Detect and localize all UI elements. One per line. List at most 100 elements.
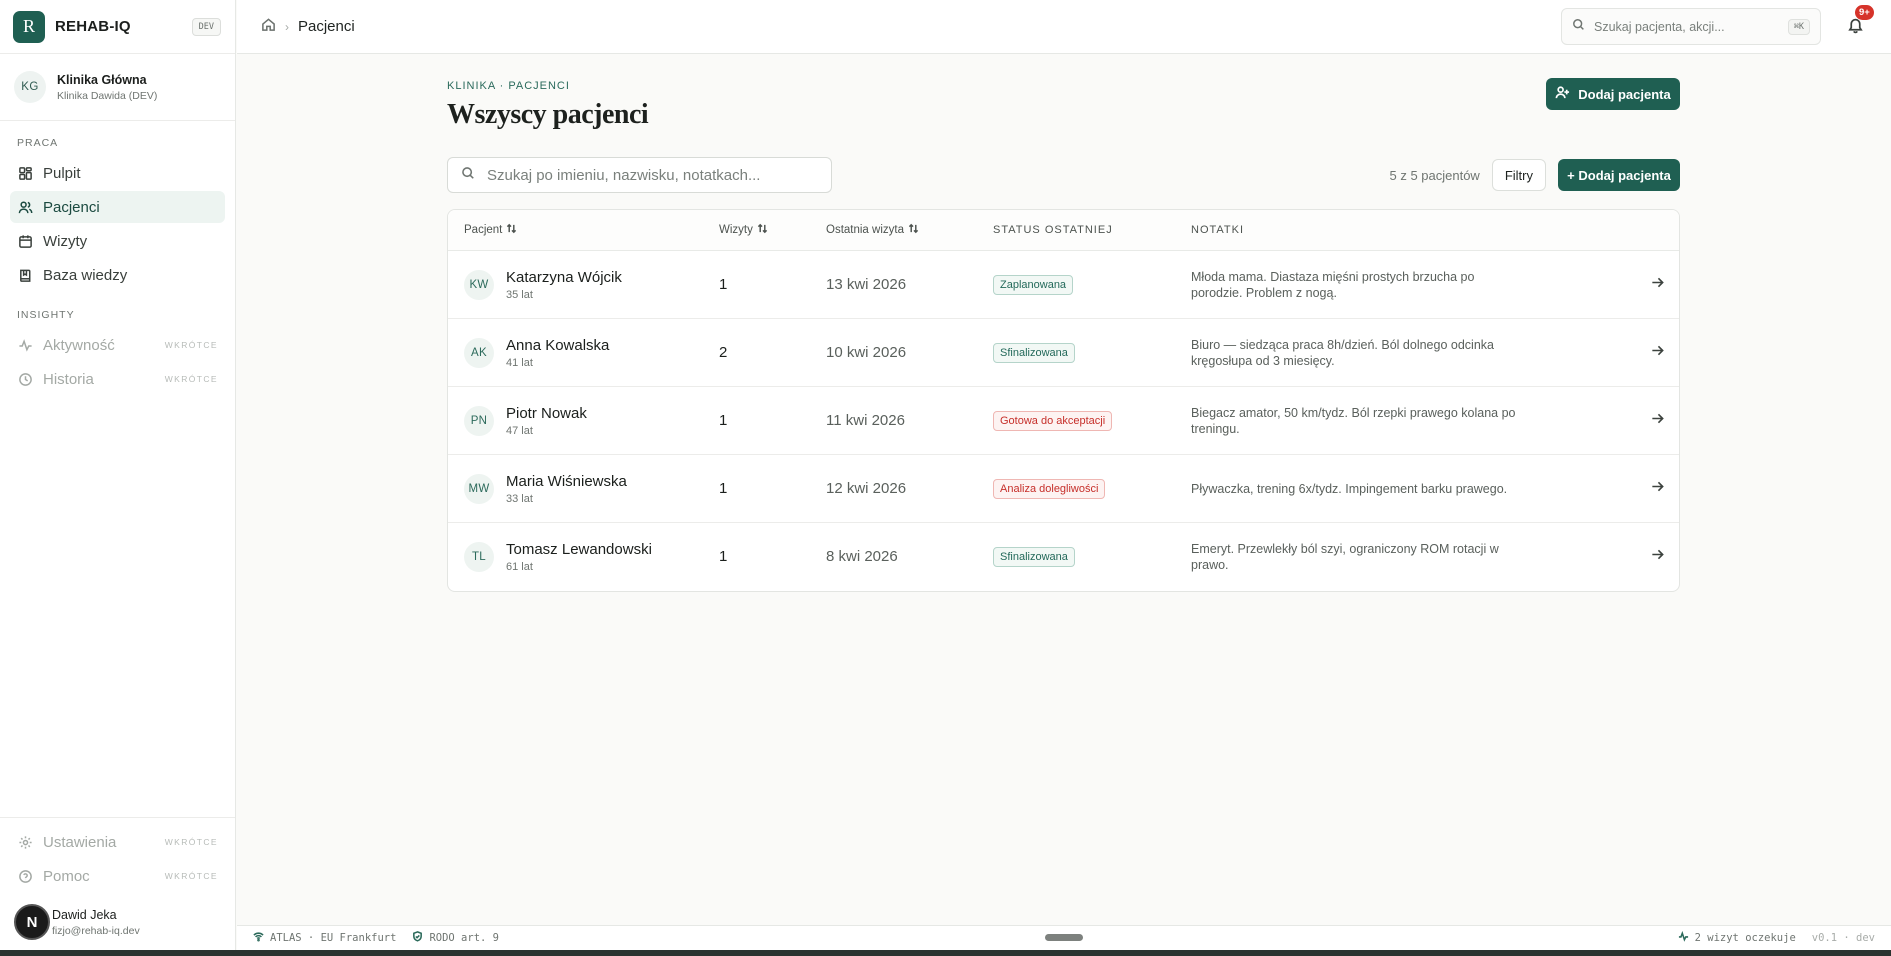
users-icon	[17, 199, 33, 215]
add-patient-secondary-button[interactable]: + Dodaj pacjenta	[1558, 159, 1680, 191]
patient-avatar: AK	[464, 337, 494, 368]
sidebar-item-label: Wizyty	[43, 232, 88, 250]
sidebar-item-pacjenci[interactable]: Pacjenci	[10, 191, 225, 223]
patient-age: 41 lat	[506, 356, 533, 369]
main-content: KLINIKA · PACJENCI Wszyscy pacjenci Doda…	[447, 54, 1680, 592]
help-icon	[17, 868, 33, 884]
home-icon[interactable]	[261, 17, 276, 37]
topbar: › Pacjenci Szukaj pacjenta, akcji... ⌘K …	[237, 0, 1891, 54]
sidebar-footer: Ustawienia WKRÓTCE Pomoc WKRÓTCE N Dawid…	[0, 817, 235, 950]
global-search-input[interactable]: Szukaj pacjenta, akcji... ⌘K	[1561, 8, 1821, 45]
compliance-label: RODO art. 9	[429, 932, 499, 944]
sort-icon	[904, 223, 919, 237]
clinic-switcher[interactable]: KG Klinika Główna Klinika Dawida (DEV)	[0, 54, 235, 121]
dashboard-icon	[17, 165, 33, 181]
last-visit-date: 11 kwi 2026	[826, 411, 905, 429]
patient-search-input[interactable]: Szukaj po imieniu, nazwisku, notatkach..…	[447, 157, 832, 193]
patient-age: 47 lat	[506, 424, 533, 437]
table-row[interactable]: KW Katarzyna Wójcik 35 lat 1 13 kwi 2026 Zapl…	[448, 251, 1679, 319]
clinic-name: Klinika Główna	[57, 72, 147, 87]
page-eyebrow: KLINIKA · PACJENCI	[447, 80, 570, 92]
column-header-last-visit[interactable]: Ostatnia wizyta	[826, 223, 993, 237]
sidebar-item-label: Ustawienia	[43, 833, 117, 851]
arrow-right-icon[interactable]	[1650, 343, 1665, 363]
column-header-patient[interactable]: Pacjent	[448, 223, 719, 237]
sort-icon	[502, 223, 517, 237]
patient-name: Katarzyna Wójcik	[506, 268, 622, 286]
visit-count: 1	[719, 548, 728, 565]
sidebar-item-label: Pacjenci	[43, 198, 100, 216]
app-version: v0.1 · dev	[1811, 932, 1875, 944]
activity-icon	[1678, 930, 1695, 945]
arrow-right-icon[interactable]	[1650, 479, 1665, 499]
patient-notes: Emeryt. Przewlekły ból szyi, ograniczony…	[1191, 542, 1499, 572]
coming-soon-tag: WKRÓTCE	[164, 837, 218, 847]
user-menu[interactable]: N Dawid Jeka fizjo@rehab-iq.dev	[10, 894, 225, 950]
table-row[interactable]: TL Tomasz Lewandowski 61 lat 1 8 kwi 2026 Sfi…	[448, 523, 1679, 591]
column-header-status: STATUS OSTATNIEJ	[993, 224, 1113, 236]
status-badge: Zaplanowana	[993, 274, 1074, 295]
status-bar: ATLAS · EU Frankfurt RODO art. 9 2 wizyt…	[237, 925, 1891, 950]
shortcut-hint: ⌘K	[1787, 18, 1810, 35]
shield-icon	[412, 931, 429, 945]
arrow-right-icon[interactable]	[1650, 547, 1665, 567]
clinic-subtitle: Klinika Dawida (DEV)	[57, 89, 158, 102]
add-patient-button[interactable]: Dodaj pacjenta	[1546, 78, 1680, 110]
sidebar-item-pulpit[interactable]: Pulpit	[10, 157, 225, 189]
sidebar-item-label: Historia	[43, 370, 94, 388]
search-icon	[1572, 18, 1585, 36]
breadcrumb-separator: ›	[285, 19, 289, 34]
patient-avatar: MW	[464, 473, 494, 504]
patient-notes: Młoda mama. Diastaza mięśni prostych brz…	[1191, 269, 1475, 300]
search-icon	[461, 166, 475, 185]
avatar: N	[14, 904, 50, 940]
sidebar-item-historia: Historia WKRÓTCE	[10, 363, 225, 395]
arrow-right-icon[interactable]	[1650, 411, 1665, 431]
drag-handle[interactable]	[1045, 934, 1083, 941]
column-header-label: Ostatnia wizyta	[826, 224, 904, 236]
column-header-label: Wizyty	[719, 224, 753, 236]
page-title: Wszyscy pacjenci	[447, 99, 649, 130]
app-logo[interactable]: R	[13, 10, 45, 43]
last-visit-date: 8 kwi 2026	[826, 548, 898, 565]
table-row[interactable]: MW Maria Wiśniewska 33 lat 1 12 kwi 2026 Anal…	[448, 455, 1679, 523]
nav-work: PRACA Pulpit Pacjenci Wizyty Baza wiedzy…	[0, 121, 235, 395]
patient-avatar: PN	[464, 405, 494, 436]
patient-avatar: KW	[464, 269, 494, 300]
visit-count: 1	[719, 411, 728, 429]
sidebar-item-wizyty[interactable]: Wizyty	[10, 225, 225, 257]
patient-notes: Pływaczka, trening 6x/tydz. Impingement …	[1191, 481, 1508, 496]
coming-soon-tag: WKRÓTCE	[164, 374, 218, 384]
filters-button[interactable]: Filtry	[1491, 159, 1546, 191]
sidebar: R REHAB-IQ DEV KG Klinika Główna Klinika…	[0, 0, 236, 950]
visit-count: 2	[719, 343, 728, 361]
patient-name: Piotr Nowak	[506, 404, 587, 422]
status-badge: Gotowa do akceptacji	[993, 410, 1113, 431]
visit-count: 1	[719, 479, 728, 497]
history-icon	[17, 371, 33, 387]
column-header-visits[interactable]: Wizyty	[719, 223, 826, 237]
sidebar-item-ustawienia: Ustawienia WKRÓTCE	[10, 826, 225, 858]
bell-icon	[1847, 18, 1864, 38]
patient-age: 33 lat	[506, 492, 533, 505]
region-label: ATLAS · EU Frankfurt	[270, 932, 397, 944]
pending-visits: 2 wizyt oczekuje	[1694, 932, 1796, 944]
status-badge: Analiza dolegliwości	[993, 478, 1106, 499]
activity-icon	[17, 337, 33, 353]
sort-icon	[753, 223, 768, 237]
notifications-button[interactable]: 9+	[1847, 4, 1874, 38]
arrow-right-icon[interactable]	[1650, 275, 1665, 295]
app-name: REHAB-IQ	[55, 18, 131, 35]
window-bottom-edge	[0, 950, 1891, 956]
table-row[interactable]: PN Piotr Nowak 47 lat 1 11 kwi 2026 Gotowa do…	[448, 387, 1679, 455]
table-header: Pacjent Wizyty Ostatnia wizyta STATUS OS…	[448, 210, 1679, 251]
sidebar-item-aktywnosc: Aktywność WKRÓTCE	[10, 329, 225, 361]
status-badge: Sfinalizowana	[993, 547, 1075, 567]
table-row[interactable]: AK Anna Kowalska 41 lat 2 10 kwi 2026 Sfinali…	[448, 319, 1679, 387]
patient-avatar: TL	[464, 542, 494, 572]
coming-soon-tag: WKRÓTCE	[164, 871, 218, 881]
patient-notes: Biegacz amator, 50 km/tydz. Ból rzepki p…	[1191, 405, 1516, 436]
patient-name: Anna Kowalska	[506, 336, 610, 354]
sidebar-item-baza-wiedzy[interactable]: Baza wiedzy	[10, 259, 225, 291]
calendar-icon	[17, 233, 33, 249]
